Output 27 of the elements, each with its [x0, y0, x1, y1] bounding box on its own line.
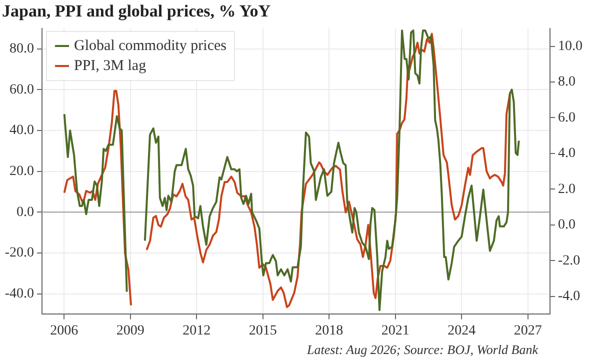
x-tick-label: 2009	[116, 323, 144, 338]
y2-tick-label: 4.0	[558, 146, 576, 162]
x-tick-label: 2015	[248, 323, 277, 338]
y-tick-label: 0.0	[16, 204, 34, 220]
y-tick-label: -20.0	[4, 246, 34, 261]
text: Latest: Aug 2026; Source: BOJ, World Bank	[307, 342, 538, 358]
x-tick-label: 2006	[50, 323, 78, 338]
y2-tick-label: 2.0	[558, 182, 576, 197]
y-tick-label: 60.0	[10, 82, 34, 98]
y-tick-label: 20.0	[10, 164, 34, 179]
y2-tick-label: 8.0	[558, 74, 576, 90]
y-tick-label: 40.0	[10, 123, 34, 138]
x-tick-label: 2018	[315, 323, 344, 338]
x-tick-label: 2027	[514, 323, 542, 338]
legend-label: PPI, 3M lag	[74, 57, 146, 76]
y2-tick-label: -2.0	[558, 253, 580, 268]
y-tick-label: -40.0	[4, 286, 34, 302]
chart-title: Japan, PPI and global prices, % YoY	[2, 2, 271, 21]
x-tick-label: 2021	[381, 323, 410, 338]
y2-tick-label: 10.0	[558, 38, 582, 54]
y2-tick-label: 6.0	[558, 110, 576, 126]
legend-label: Global commodity prices	[74, 37, 226, 56]
y-tick-label: 80.0	[10, 41, 34, 56]
y2-tick-label: -4.0	[558, 289, 580, 304]
y2-tick-label: 0.0	[558, 218, 576, 233]
x-tick-label: 2024	[448, 323, 476, 338]
x-tick-label: 2012	[182, 323, 211, 338]
